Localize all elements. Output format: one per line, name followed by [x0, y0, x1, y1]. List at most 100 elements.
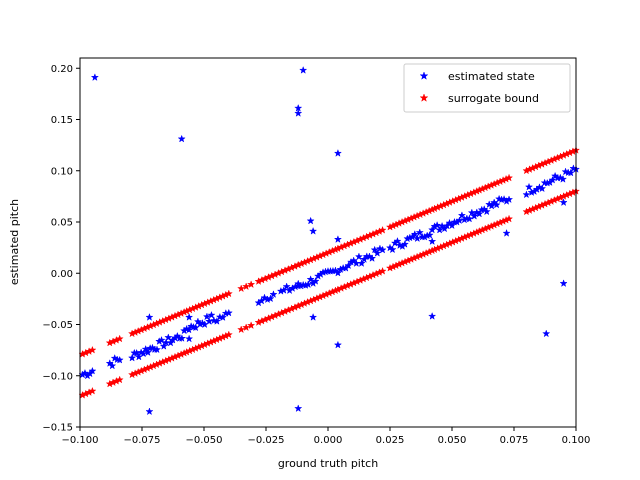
estimated-state-point: [566, 168, 575, 177]
estimated-state-point: [373, 248, 382, 257]
estimated-state-point: [492, 200, 501, 209]
estimated-state-point: [559, 279, 568, 288]
estimated-state-point: [157, 335, 166, 344]
estimated-state-point: [465, 214, 474, 223]
estimated-state-point: [184, 312, 194, 321]
estimated-state-point: [311, 276, 320, 285]
surrogate-bound-point: [115, 334, 124, 343]
estimated-state-point: [333, 148, 343, 157]
y-tick-label: 0.00: [51, 269, 73, 280]
estimated-state-point: [378, 245, 387, 254]
surrogate-bound-point: [378, 266, 387, 275]
estimated-state-point: [282, 282, 291, 291]
estimated-state-point: [333, 340, 343, 349]
estimated-state-point: [475, 209, 484, 218]
surrogate-bound-point: [224, 289, 233, 298]
estimated-state-point: [304, 280, 313, 289]
estimated-state-point: [537, 184, 547, 193]
estimated-state-point: [558, 174, 568, 183]
estimated-state-point: [164, 333, 173, 342]
surrogate-bound-point: [504, 214, 514, 223]
legend: estimated state surrogate bound: [403, 63, 571, 113]
estimated-state-point: [388, 245, 397, 254]
surrogate-bound-point: [224, 330, 233, 339]
estimated-state-point: [487, 201, 496, 210]
estimated-state-point: [212, 316, 222, 325]
estimated-state-point: [108, 361, 117, 370]
estimated-state-point: [548, 175, 557, 184]
estimated-state-point: [333, 235, 343, 243]
estimated-state-point: [435, 225, 444, 234]
surrogate-bound-point: [378, 225, 387, 234]
surrogate-bound-point: [237, 325, 246, 334]
estimated-state-point: [457, 211, 467, 220]
x-axis: −0.100 −0.075 −0.050 −0.025 0.000 0.025 0.050 0…: [61, 427, 590, 446]
surrogate-bound-point: [246, 280, 256, 289]
legend-marker: [419, 93, 429, 102]
estimated-state-point: [413, 234, 422, 243]
legend-box: [403, 63, 571, 113]
estimated-state-point: [344, 261, 353, 270]
estimated-state-point: [294, 108, 303, 117]
x-tick-label: 0.025: [376, 435, 405, 446]
x-tick-label: 0.050: [438, 435, 467, 446]
y-axis-label: estimated pitch: [8, 199, 21, 285]
x-tick-label: −0.100: [61, 435, 98, 446]
estimated-state-point: [269, 290, 278, 298]
plot-points: [78, 65, 581, 416]
estimated-state-point: [115, 355, 124, 364]
estimated-state-point: [306, 275, 315, 283]
estimated-state-point: [207, 310, 216, 319]
estimated-state-point: [432, 220, 442, 229]
plot-frame: [79, 57, 577, 428]
estimated-state-point: [370, 245, 379, 254]
legend-label: surrogate bound: [448, 92, 539, 105]
surrogate-bound-point: [237, 284, 246, 293]
surrogate-bound-point: [242, 282, 251, 291]
estimated-state-point: [428, 311, 437, 320]
y-tick-label: 0.20: [51, 64, 73, 75]
x-tick-label: 0.075: [500, 435, 529, 446]
estimated-state-point: [428, 237, 437, 246]
surrogate-bound-point: [115, 375, 124, 384]
estimated-state-point: [357, 259, 366, 267]
estimated-state-point: [415, 228, 424, 237]
surrogate-bound-point: [88, 345, 97, 354]
y-tick-label: 0.15: [51, 115, 73, 126]
estimated-state-point: [502, 228, 511, 237]
estimated-state-point: [482, 207, 491, 216]
estimated-state-point: [410, 229, 419, 238]
estimated-state-point: [224, 308, 233, 317]
y-tick-label: −0.15: [42, 423, 73, 434]
estimated-state-point: [333, 268, 343, 277]
estimated-state-point: [299, 65, 308, 74]
estimated-state-point: [428, 225, 437, 234]
y-tick-label: −0.10: [42, 371, 73, 382]
estimated-state-point: [354, 252, 364, 261]
y-tick-label: 0.05: [51, 218, 73, 229]
estimated-state-point: [360, 255, 369, 263]
estimated-state-point: [184, 334, 194, 343]
estimated-state-point: [559, 198, 568, 207]
y-axis: −0.15 −0.10 −0.05 0.00 0.05 0.10 0.15 0.20: [42, 64, 80, 434]
estimated-state-point: [143, 348, 153, 357]
estimated-state-point: [308, 312, 318, 321]
estimated-state-point: [504, 195, 514, 204]
y-tick-label: −0.05: [42, 320, 73, 331]
legend-label: estimated state: [448, 70, 535, 83]
x-axis-label: ground truth pitch: [278, 457, 378, 470]
estimated-state-point: [308, 226, 318, 235]
estimated-state-point: [152, 345, 162, 354]
surrogate-bound-point: [88, 386, 97, 395]
x-tick-label: −0.075: [123, 435, 160, 446]
legend-marker: [419, 71, 429, 80]
estimated-state-point: [266, 294, 275, 303]
estimated-state-point: [306, 216, 315, 225]
estimated-state-point: [218, 313, 227, 322]
surrogate-bound-point: [242, 323, 251, 332]
x-tick-label: 0.000: [314, 435, 343, 446]
estimated-state-point: [177, 134, 186, 143]
estimated-state-point: [90, 73, 100, 82]
estimated-state-point: [145, 407, 154, 416]
